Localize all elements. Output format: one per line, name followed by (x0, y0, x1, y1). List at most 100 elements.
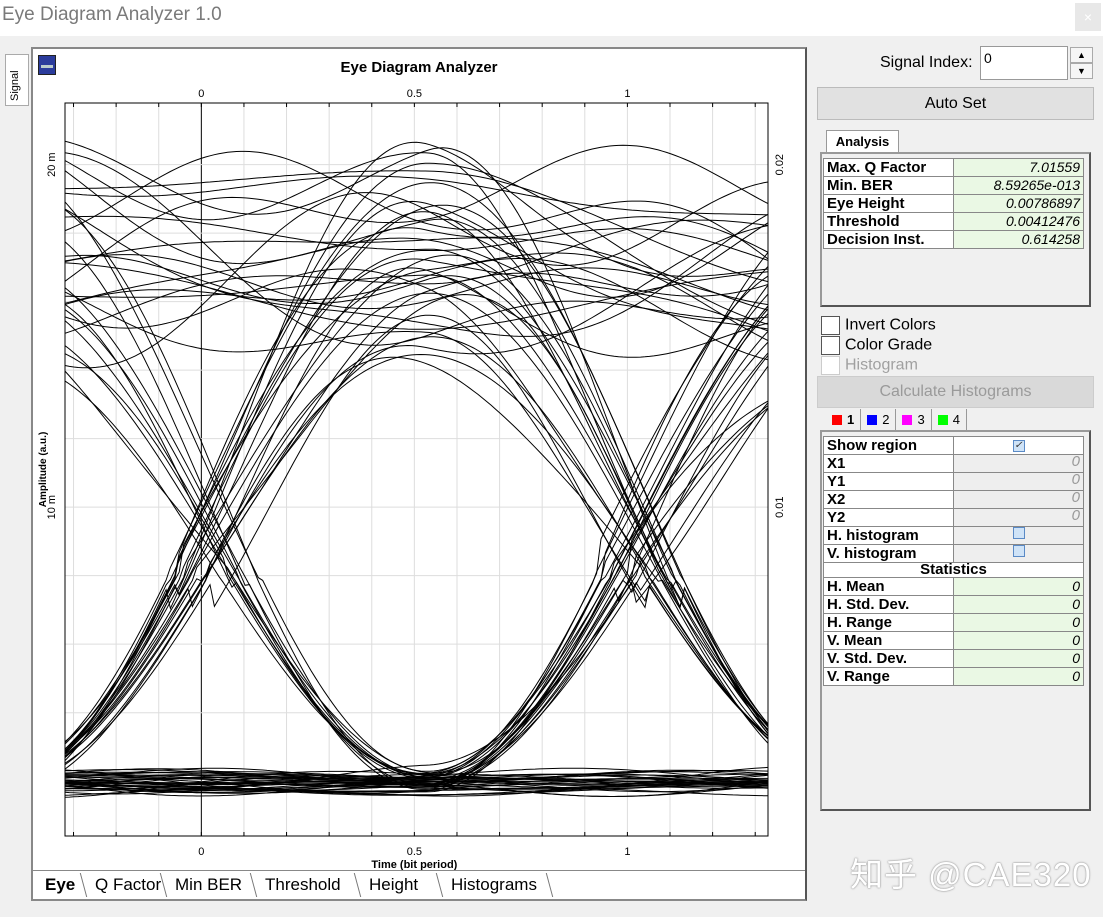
eye-trace (65, 308, 768, 774)
region-row: Y1 0 (823, 472, 1084, 491)
analysis-value: 0.614258 (953, 230, 1084, 249)
eye-trace (65, 305, 768, 778)
x-tick-label-bottom: 0 (198, 846, 204, 858)
eye-trace (65, 303, 768, 775)
region-tab-3[interactable]: 3 (896, 409, 932, 431)
region-value (953, 544, 1084, 563)
statistics-value: 0 (953, 631, 1084, 650)
window-title: Eye Diagram Analyzer 1.0 (2, 4, 222, 25)
region-row: H. histogram (823, 526, 1084, 545)
x-tick-label-bottom: 0.5 (407, 846, 422, 858)
eye-trace (65, 215, 768, 730)
x-tick-label-bottom: 1 (624, 846, 630, 858)
analysis-panel: Max. Q Factor 7.01559 Min. BER 8.59265e-013… (820, 152, 1091, 307)
eye-trace (65, 216, 768, 761)
eye-trace (65, 225, 768, 770)
tab-histograms[interactable]: Histograms (451, 875, 537, 894)
y-tick-label-left: 10 m (46, 495, 58, 519)
region-value[interactable]: 0 (953, 472, 1084, 491)
region-checkbox[interactable] (1012, 527, 1025, 539)
eye-trace (65, 211, 768, 742)
region-checkbox[interactable]: ✓ (1012, 440, 1025, 452)
analysis-key: Max. Q Factor (823, 158, 954, 177)
tab-signal[interactable]: Signal (5, 54, 29, 106)
region-key: Y1 (823, 472, 954, 491)
invert-colors-checkbox[interactable]: Invert Colors (821, 316, 936, 336)
statistics-key: V. Range (823, 667, 954, 686)
analysis-value: 7.01559 (953, 158, 1084, 177)
x-tick-label-top: 0.5 (407, 88, 422, 100)
spin-down-button[interactable]: ▼ (1070, 63, 1093, 79)
tab-analysis[interactable]: Analysis (826, 130, 899, 154)
invert-colors-label: Invert Colors (845, 316, 936, 334)
eye-trace (65, 175, 768, 216)
color-swatch-icon (902, 415, 913, 425)
tab-eye[interactable]: Eye (45, 875, 76, 894)
analysis-row: Decision Inst. 0.614258 (823, 230, 1084, 249)
region-tab-2[interactable]: 2 (861, 409, 897, 431)
eye-trace (65, 408, 768, 789)
calculate-histograms-button[interactable]: Calculate Histograms (817, 376, 1094, 408)
eye-trace (65, 309, 768, 786)
region-value[interactable]: 0 (953, 490, 1084, 509)
eye-trace (65, 293, 768, 779)
close-button[interactable]: × (1075, 3, 1101, 31)
eye-trace (65, 774, 768, 794)
color-grade-checkbox[interactable]: Color Grade (821, 336, 932, 356)
eye-chart-panel: 0 0 0.5 0.5 1 1 20 m 10 m 0.02 0.01 Time (bit peri… (31, 47, 807, 901)
eye-trace (65, 305, 768, 793)
region-row: V. histogram (823, 544, 1084, 563)
region-row: Show region ✓ (823, 436, 1084, 455)
tab-min-ber[interactable]: Min BER (175, 875, 243, 894)
region-value[interactable]: 0 (953, 454, 1084, 473)
eye-trace (65, 170, 768, 283)
chart-tabs: Eye Q Factor Min BER Threshold Height Histogr… (33, 870, 805, 899)
statistics-row: V. Std. Dev. 0 (823, 649, 1084, 668)
region-value[interactable]: 0 (953, 508, 1084, 527)
eye-trace (65, 293, 768, 754)
eye-trace (65, 182, 768, 743)
chart-options-icon[interactable] (38, 55, 56, 75)
eye-trace (65, 267, 768, 752)
statistics-value: 0 (953, 667, 1084, 686)
auto-set-button[interactable]: Auto Set (817, 87, 1094, 120)
eye-trace (65, 262, 768, 330)
eye-trace (65, 292, 768, 751)
eye-trace (65, 258, 768, 361)
eye-trace (65, 268, 768, 727)
statistics-header: Statistics (823, 562, 1084, 578)
eye-trace (65, 780, 768, 796)
eye-trace (65, 773, 768, 788)
region-tab-1[interactable]: 1 (826, 409, 862, 431)
signal-index-input[interactable]: 0 (980, 46, 1068, 80)
statistics-row: H. Mean 0 (823, 577, 1084, 596)
eye-trace (65, 291, 768, 736)
tab-q-factor[interactable]: Q Factor (95, 875, 162, 894)
statistics-header-row: Statistics (823, 562, 1084, 578)
analysis-key: Threshold (823, 212, 954, 231)
tab-height[interactable]: Height (369, 875, 419, 894)
region-checkbox[interactable] (1012, 545, 1025, 557)
tab-threshold[interactable]: Threshold (265, 875, 341, 894)
histogram-checkbox[interactable]: Histogram (821, 356, 918, 376)
region-key: X1 (823, 454, 954, 473)
statistics-row: H. Range 0 (823, 613, 1084, 632)
color-grade-label: Color Grade (845, 336, 933, 354)
eye-trace (65, 313, 768, 781)
region-key: Show region (823, 436, 954, 455)
region-tab-label: 4 (952, 412, 960, 427)
eye-trace (65, 252, 768, 745)
eye-diagram-chart[interactable]: 0 0 0.5 0.5 1 1 20 m 10 m 0.02 0.01 Time (bit peri… (33, 49, 805, 871)
region-value (953, 526, 1084, 545)
eye-trace (65, 218, 768, 734)
region-row: Y2 0 (823, 508, 1084, 527)
statistics-row: V. Range 0 (823, 667, 1084, 686)
eye-traces (65, 140, 768, 798)
color-swatch-icon (832, 415, 842, 425)
y-tick-label-right: 0.02 (774, 154, 786, 175)
region-row: X2 0 (823, 490, 1084, 509)
spin-up-button[interactable]: ▲ (1070, 47, 1093, 63)
x-tick-label-top: 1 (624, 88, 630, 100)
region-tab-4[interactable]: 4 (932, 409, 967, 431)
analysis-key: Decision Inst. (823, 230, 954, 249)
